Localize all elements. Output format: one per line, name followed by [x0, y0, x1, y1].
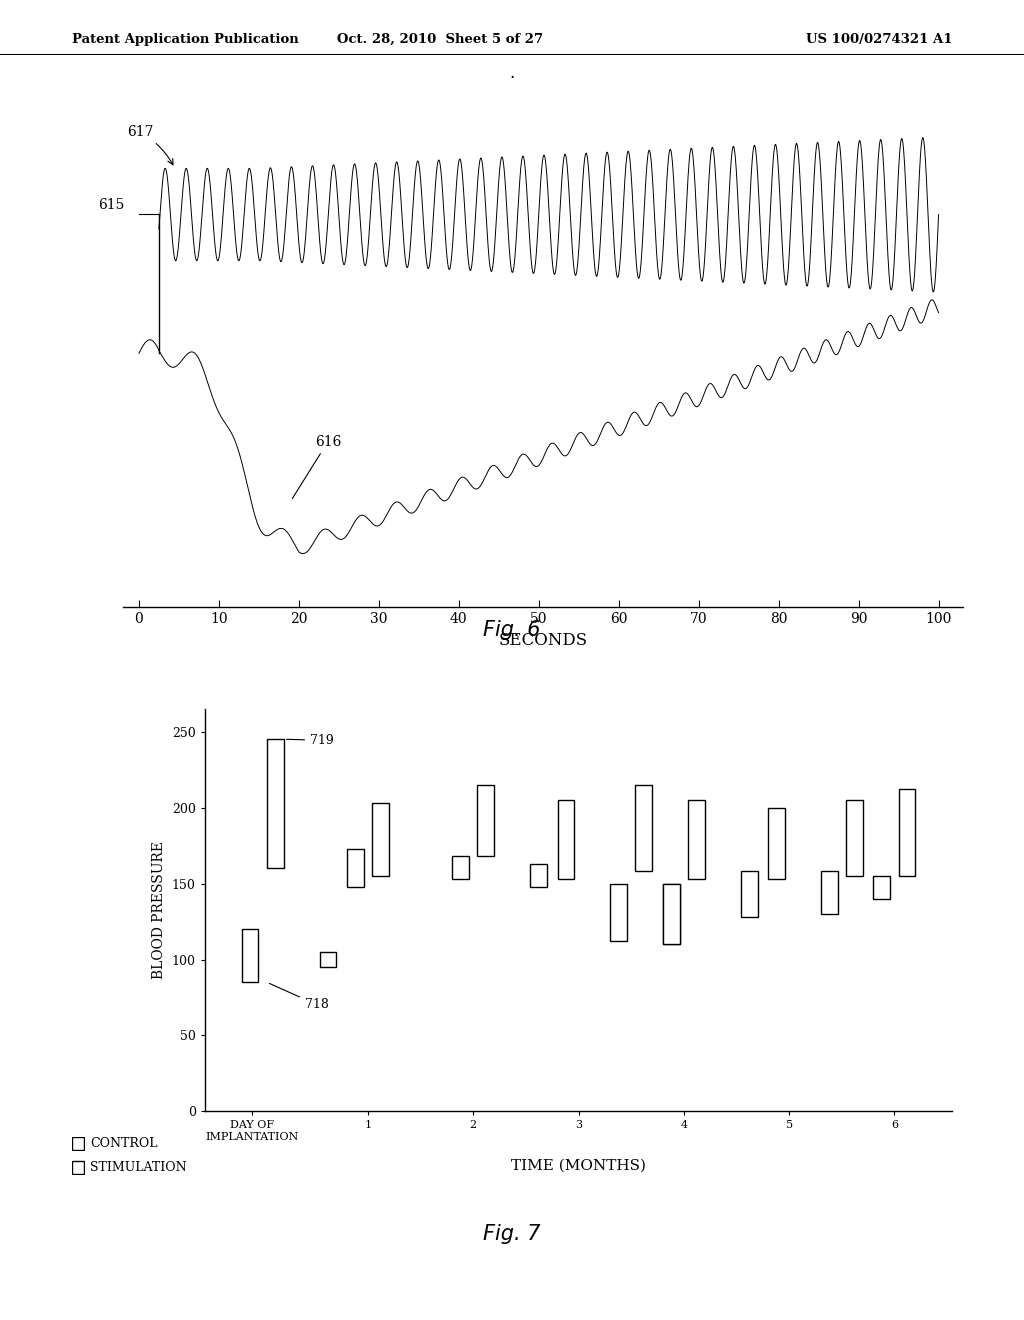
- Bar: [530, 863, 547, 887]
- Bar: [319, 952, 337, 968]
- Bar: [453, 857, 469, 879]
- Bar: [740, 871, 758, 917]
- X-axis label: TIME (MONTHS): TIME (MONTHS): [511, 1159, 646, 1172]
- Bar: [899, 789, 915, 876]
- Bar: [610, 883, 627, 941]
- Bar: [663, 883, 680, 944]
- Text: 616: 616: [292, 434, 341, 499]
- Text: Oct. 28, 2010  Sheet 5 of 27: Oct. 28, 2010 Sheet 5 of 27: [337, 33, 544, 46]
- Bar: [477, 785, 495, 857]
- Bar: [557, 800, 574, 879]
- Bar: [820, 871, 838, 913]
- Text: Fig. 7: Fig. 7: [483, 1224, 541, 1243]
- Bar: [846, 800, 863, 876]
- Bar: [267, 739, 284, 869]
- Text: 615: 615: [98, 198, 125, 213]
- Bar: [636, 785, 652, 871]
- Bar: [688, 800, 705, 879]
- Bar: [347, 849, 364, 887]
- Text: Patent Application Publication: Patent Application Publication: [72, 33, 298, 46]
- Text: ·: ·: [509, 69, 515, 87]
- Y-axis label: BLOOD PRESSURE: BLOOD PRESSURE: [153, 841, 166, 979]
- Bar: [372, 803, 389, 876]
- Text: 718: 718: [269, 983, 329, 1011]
- Bar: [663, 883, 680, 944]
- Text: US 100/0274321 A1: US 100/0274321 A1: [806, 33, 952, 46]
- Text: CONTROL: CONTROL: [90, 1138, 158, 1150]
- X-axis label: SECONDS: SECONDS: [498, 631, 588, 648]
- Bar: [242, 929, 258, 982]
- Text: 719: 719: [287, 734, 334, 747]
- Bar: [873, 876, 890, 899]
- Text: STIMULATION: STIMULATION: [90, 1162, 186, 1173]
- Bar: [768, 808, 785, 879]
- Text: 617: 617: [127, 125, 173, 165]
- Text: Fig. 6: Fig. 6: [483, 620, 541, 640]
